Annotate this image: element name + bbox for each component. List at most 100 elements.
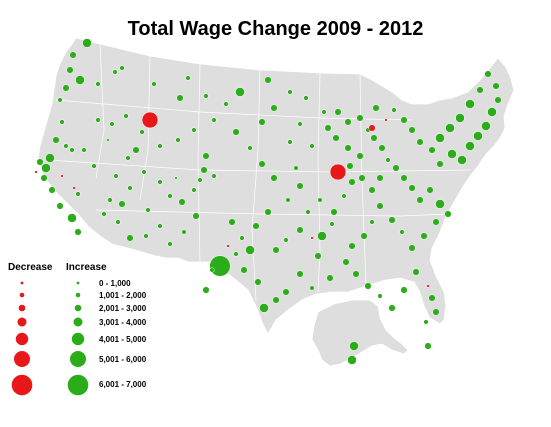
increase-symbol — [232, 128, 240, 136]
increase-symbol — [264, 208, 272, 216]
decrease-symbol — [310, 236, 314, 240]
increase-symbol — [436, 160, 444, 168]
increase-symbol — [82, 38, 92, 48]
increase-symbol — [376, 202, 384, 210]
increase-symbol — [324, 124, 332, 132]
increase-symbol — [416, 196, 424, 204]
increase-symbol — [258, 118, 266, 126]
map-title: Total Wage Change 2009 - 2012 — [127, 18, 424, 40]
increase-symbol — [296, 226, 304, 234]
increase-symbol — [391, 107, 397, 113]
decrease-symbol — [226, 244, 230, 248]
increase-symbol — [487, 107, 497, 117]
increase-symbol — [264, 76, 272, 84]
increase-symbol — [48, 186, 56, 194]
increase-symbol — [305, 209, 311, 215]
legend-increase-symbol — [74, 304, 82, 312]
increase-symbol — [347, 355, 357, 365]
increase-symbol — [378, 144, 386, 152]
decrease-symbol — [384, 118, 388, 122]
increase-symbol — [259, 303, 269, 313]
increase-symbol — [272, 246, 280, 254]
decrease-symbol — [72, 186, 76, 190]
increase-symbol — [258, 160, 266, 168]
increase-symbol — [283, 237, 289, 243]
increase-symbol — [309, 285, 315, 291]
increase-symbol — [167, 241, 173, 247]
increase-symbol — [296, 182, 304, 190]
increase-symbol — [428, 294, 436, 302]
increase-symbol — [334, 108, 342, 116]
increase-symbol — [360, 232, 368, 240]
increase-symbol — [69, 51, 77, 59]
increase-symbol — [157, 223, 163, 229]
legend-increase-symbol — [75, 292, 81, 298]
increase-symbol — [297, 121, 303, 127]
increase-symbol — [239, 235, 245, 241]
increase-symbol — [67, 213, 77, 223]
increase-symbol — [455, 113, 465, 123]
increase-symbol — [296, 270, 304, 278]
increase-symbol — [202, 286, 210, 294]
increase-symbol — [151, 81, 157, 87]
increase-symbol — [178, 198, 186, 206]
increase-symbol — [109, 121, 115, 127]
increase-symbol — [317, 231, 327, 241]
legend-class-label: 6,001 - 7,000 — [99, 380, 147, 389]
increase-symbol — [91, 163, 97, 169]
increase-symbol — [69, 147, 75, 153]
increase-symbol — [321, 109, 327, 115]
legend-class-label: 4,001 - 5,000 — [99, 335, 147, 344]
increase-symbol — [141, 169, 147, 175]
increase-symbol — [309, 143, 315, 149]
increase-symbol — [465, 141, 475, 151]
increase-symbol — [435, 133, 445, 143]
increase-symbol — [185, 75, 191, 81]
increase-symbol — [358, 174, 366, 182]
increase-symbol — [303, 95, 309, 101]
increase-symbol — [157, 143, 163, 149]
legend-decrease-symbol — [17, 317, 27, 327]
increase-symbol — [40, 174, 48, 182]
increase-symbol — [191, 127, 197, 133]
increase-symbol — [127, 185, 133, 191]
increase-symbol — [252, 222, 260, 230]
increase-symbol — [332, 134, 340, 142]
increase-symbol — [370, 134, 378, 142]
increase-symbol — [314, 252, 322, 260]
increase-symbol — [107, 197, 113, 203]
increase-symbol — [368, 186, 376, 194]
increase-symbol — [52, 136, 60, 144]
increase-symbol — [492, 82, 500, 90]
increase-symbol — [66, 66, 74, 74]
increase-symbol — [118, 200, 126, 208]
increase-symbol — [176, 94, 184, 102]
increase-symbol — [344, 144, 352, 152]
increase-symbol — [344, 118, 352, 126]
increase-symbol — [364, 282, 372, 290]
increase-symbol — [352, 270, 360, 278]
increase-symbol — [329, 221, 335, 227]
increase-symbol — [330, 208, 338, 216]
legend-decrease-heading: Decrease — [8, 262, 53, 273]
increase-symbol — [132, 146, 140, 154]
legend-symbols — [11, 281, 89, 396]
increase-symbol — [95, 117, 101, 123]
increase-symbol — [346, 162, 354, 170]
increase-symbol — [228, 218, 236, 226]
increase-symbol — [59, 119, 65, 125]
increase-symbol — [372, 104, 380, 112]
increase-symbol — [369, 219, 375, 225]
increase-symbol — [426, 186, 434, 194]
decrease-symbol — [426, 284, 430, 288]
increase-symbol — [167, 193, 173, 199]
legend-decrease-symbol — [11, 374, 33, 396]
increase-symbol — [56, 202, 64, 210]
increase-symbol — [420, 232, 428, 240]
increase-symbol — [444, 210, 452, 218]
increase-symbol — [209, 255, 231, 277]
increase-symbol — [326, 274, 334, 282]
increase-symbol — [209, 267, 215, 273]
increase-symbol — [412, 268, 420, 276]
increase-symbol — [211, 117, 217, 123]
